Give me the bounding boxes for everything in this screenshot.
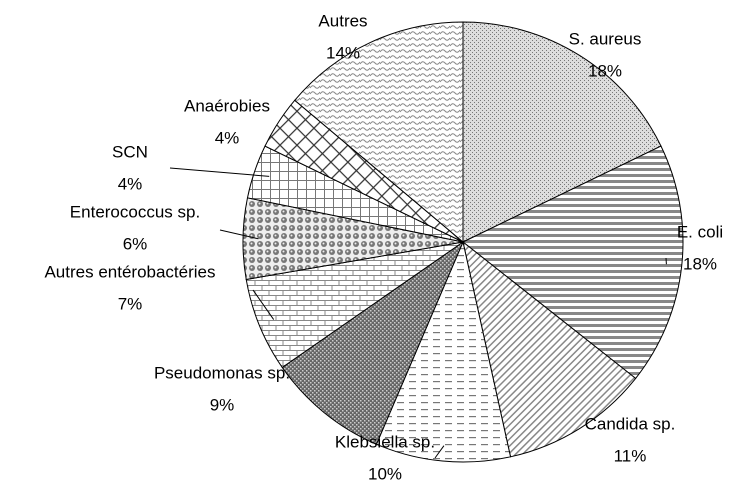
leader-line [434, 445, 445, 459]
slice-label: Autres entérobactéries [44, 262, 215, 281]
slice-value-label: 18% [683, 254, 717, 273]
leader-line [169, 167, 270, 177]
slice-label: SCN [112, 142, 148, 161]
slice-value-label: 9% [210, 395, 235, 414]
leader-line [252, 289, 275, 320]
pie-slice [294, 21, 464, 244]
pie-slice [375, 240, 512, 463]
pie-slice [281, 240, 465, 445]
leader-line [219, 229, 259, 240]
pie-slice [462, 21, 662, 243]
slice-value-label: 10% [368, 464, 402, 483]
pie-slice [462, 145, 684, 380]
slice-label: Pseudomonas sp. [154, 363, 290, 382]
slice-label: Candida sp. [585, 414, 676, 433]
slice-value-label: 4% [118, 174, 143, 193]
slice-label: S. aureus [569, 29, 642, 48]
pie-slice [462, 240, 637, 458]
slice-label: E. coli [677, 222, 723, 241]
slice-value-label: 4% [215, 128, 240, 147]
slice-value-label: 7% [118, 294, 143, 313]
slice-value-label: 11% [614, 446, 647, 465]
slice-label: Autres [318, 11, 367, 30]
slice-label: Klebsiella sp. [335, 432, 435, 451]
slice-label: Anaérobies [184, 96, 270, 115]
slice-label: Enterococcus sp. [70, 202, 200, 221]
slice-value-label: 14% [326, 43, 360, 62]
slice-value-label: 18% [588, 61, 622, 80]
slice-value-label: 6% [123, 234, 148, 253]
